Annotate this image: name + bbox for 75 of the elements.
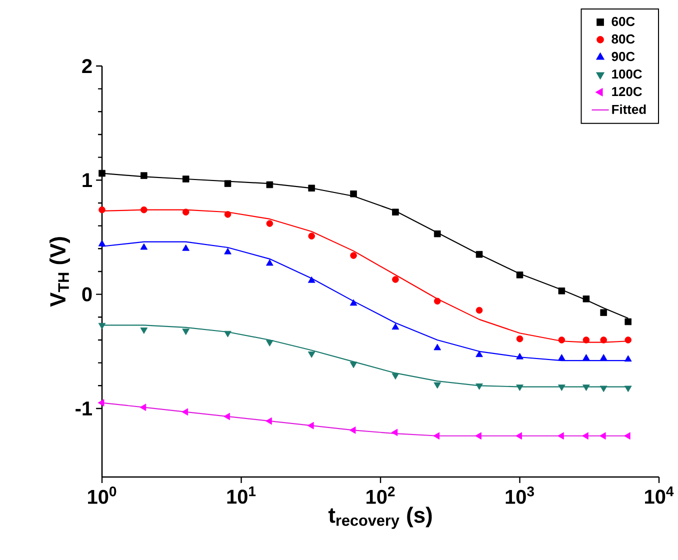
point	[308, 351, 316, 358]
legend-label: 90C	[612, 52, 635, 62]
point	[308, 184, 315, 192]
point	[307, 422, 314, 430]
point	[433, 432, 440, 440]
point	[182, 408, 188, 416]
point	[434, 382, 442, 389]
point	[182, 208, 190, 216]
point	[350, 299, 358, 306]
x-axis-title: t$_{recovery}$ (s)	[328, 506, 432, 529]
point	[266, 220, 274, 227]
y-tick-label: 2	[82, 59, 92, 73]
point	[224, 412, 230, 420]
point	[516, 352, 524, 360]
point	[558, 384, 566, 391]
point	[182, 176, 190, 182]
x-tick-label: 10$^{0}$	[88, 486, 116, 504]
point	[98, 399, 104, 406]
point	[308, 232, 315, 240]
y-tick-label: 1	[82, 173, 92, 188]
point	[266, 259, 274, 266]
point	[140, 172, 148, 179]
point	[140, 404, 146, 411]
point	[182, 244, 190, 251]
point	[558, 288, 566, 294]
point	[224, 330, 232, 338]
point	[516, 272, 524, 278]
legend-label: 60C	[612, 16, 635, 26]
point	[392, 276, 399, 283]
point	[98, 240, 106, 246]
x-tick-label: 10$^{2}$	[366, 486, 395, 504]
point	[349, 426, 356, 434]
point	[350, 190, 357, 198]
legend-label: 100C	[612, 69, 642, 79]
point	[350, 252, 357, 259]
point	[392, 323, 400, 330]
point	[434, 344, 442, 350]
x-tick-label: 10$^{1}$	[227, 486, 256, 504]
point	[98, 170, 106, 177]
point	[265, 417, 272, 425]
point	[392, 208, 399, 216]
point	[516, 335, 524, 342]
y-tick-label: 0	[82, 287, 92, 302]
point	[475, 432, 482, 440]
y-axis-title: V$_{TH}$ (V)	[50, 237, 70, 307]
legend-label: Fitted	[612, 104, 646, 114]
point	[392, 373, 400, 380]
point	[224, 180, 232, 187]
point	[308, 276, 316, 283]
y-tick-label: -1	[76, 402, 92, 416]
point	[558, 354, 566, 360]
x-tick-label: 10$^{3}$	[506, 486, 534, 504]
point	[476, 383, 483, 390]
x-tick-label: 10$^{4}$	[645, 486, 674, 504]
point	[182, 328, 190, 336]
point	[476, 250, 483, 258]
point	[350, 362, 358, 368]
point	[266, 340, 274, 346]
legend-label: 120C	[612, 86, 642, 96]
point	[140, 328, 148, 334]
point	[140, 243, 148, 250]
point	[98, 322, 106, 330]
point	[224, 248, 232, 254]
point	[558, 336, 566, 344]
point	[224, 211, 232, 218]
legend-label: 80C	[612, 34, 635, 44]
point	[140, 206, 148, 214]
point	[434, 298, 441, 305]
point	[434, 230, 441, 238]
point	[266, 181, 274, 188]
point	[391, 428, 398, 436]
point	[516, 384, 524, 391]
point	[98, 206, 106, 214]
point	[476, 306, 483, 314]
point	[476, 350, 483, 358]
